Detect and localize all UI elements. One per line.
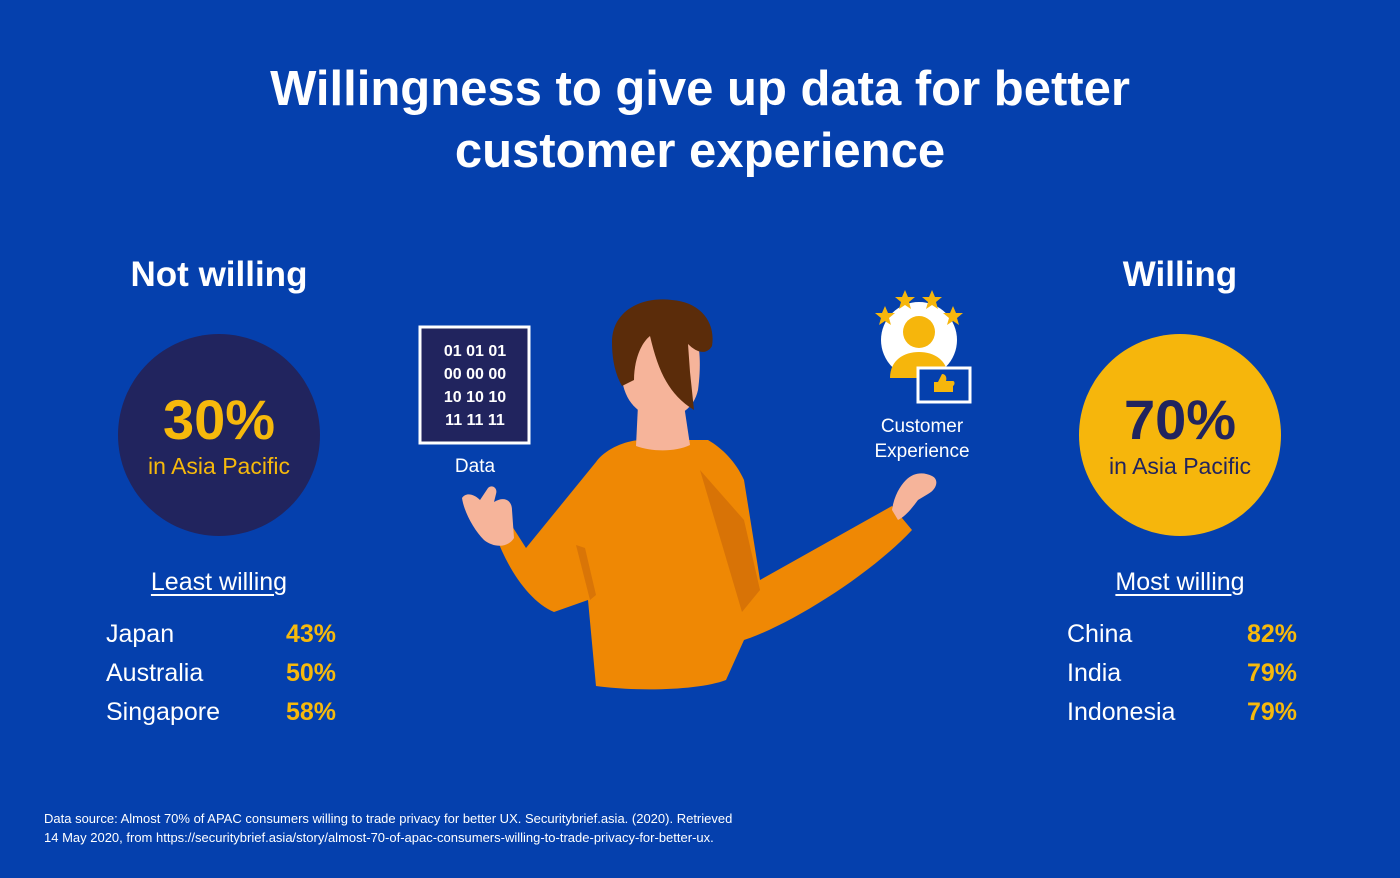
least-willing-heading: Least willing xyxy=(150,568,288,596)
right-hand xyxy=(892,473,937,520)
cx-label-line-2: Experience xyxy=(874,441,969,462)
page-title: Willingness to give up data for better c… xyxy=(0,58,1400,182)
not-willing-circle: 30% in Asia Pacific xyxy=(118,334,320,536)
list-item: China 82% xyxy=(1067,617,1297,656)
source-line-1: Data source: Almost 70% of APAC consumer… xyxy=(44,811,733,826)
not-willing-percent: 30% xyxy=(162,388,276,451)
willing-heading: Willing xyxy=(1122,255,1238,294)
source-line-2: 14 May 2020, from https://securitybrief.… xyxy=(44,830,714,845)
data-grid-row: 00 00 00 xyxy=(444,366,506,383)
list-item: Australia 50% xyxy=(106,656,336,695)
not-willing-heading: Not willing xyxy=(130,255,308,294)
thumbs-up-icon xyxy=(934,374,955,392)
shirt xyxy=(496,440,912,690)
country-value: 79% xyxy=(1246,659,1297,687)
shirt-shadow xyxy=(700,470,760,612)
data-box xyxy=(418,325,531,445)
star-icon xyxy=(895,290,915,309)
country-name: Singapore xyxy=(106,698,220,726)
data-source-note: Data source: Almost 70% of APAC consumer… xyxy=(44,809,944,847)
country-name: Japan xyxy=(106,620,175,648)
left-hand xyxy=(462,486,514,546)
neck xyxy=(636,405,690,451)
country-value: 82% xyxy=(1246,620,1297,648)
sleeve-shadow xyxy=(576,545,596,600)
least-willing-list: Japan 43% Australia 50% Singapore 58% xyxy=(106,617,336,734)
star-icon xyxy=(875,306,895,325)
title-line-2: customer experience xyxy=(454,124,946,178)
hair xyxy=(612,299,713,410)
country-name: China xyxy=(1067,620,1133,648)
country-name: Australia xyxy=(106,659,204,687)
country-value: 43% xyxy=(285,620,336,648)
star-icon xyxy=(922,290,942,309)
country-name: Indonesia xyxy=(1067,698,1176,726)
data-label: Data xyxy=(455,456,496,477)
list-item: India 79% xyxy=(1067,656,1297,695)
most-willing-heading: Most willing xyxy=(1115,568,1245,596)
list-item: Japan 43% xyxy=(106,617,336,656)
willing-percent: 70% xyxy=(1123,388,1237,451)
list-item: Indonesia 79% xyxy=(1067,695,1297,734)
data-grid-row: 10 10 10 xyxy=(444,389,506,406)
star-icon xyxy=(943,306,963,325)
list-item: Singapore 58% xyxy=(106,695,336,734)
cx-label-line-1: Customer xyxy=(881,416,964,437)
willing-circle: 70% in Asia Pacific xyxy=(1079,334,1281,536)
data-grid-row: 01 01 01 xyxy=(444,343,506,360)
customer-experience-icon xyxy=(875,290,972,404)
not-willing-region: in Asia Pacific xyxy=(148,453,290,479)
country-value: 50% xyxy=(285,659,336,687)
country-value: 79% xyxy=(1246,698,1297,726)
title-line-1: Willingness to give up data for better xyxy=(270,62,1130,116)
country-name: India xyxy=(1067,659,1122,687)
data-grid-row: 11 11 11 xyxy=(445,412,505,429)
country-value: 58% xyxy=(285,698,336,726)
most-willing-list: China 82% India 79% Indonesia 79% xyxy=(1067,617,1297,734)
willing-region: in Asia Pacific xyxy=(1109,453,1251,479)
